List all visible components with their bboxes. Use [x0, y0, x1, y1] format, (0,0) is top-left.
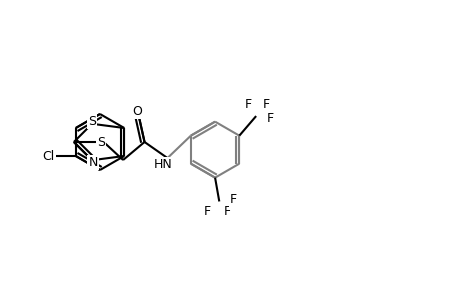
Text: F: F [266, 112, 273, 124]
Text: N: N [88, 156, 97, 169]
Text: O: O [132, 105, 141, 118]
Text: S: S [88, 115, 96, 128]
Text: F: F [203, 205, 210, 218]
Text: HN: HN [154, 158, 173, 171]
Text: F: F [262, 98, 269, 111]
Text: Cl: Cl [42, 149, 54, 163]
Text: F: F [244, 98, 251, 111]
Text: F: F [229, 193, 236, 206]
Text: F: F [223, 205, 230, 218]
Text: S: S [96, 136, 104, 148]
